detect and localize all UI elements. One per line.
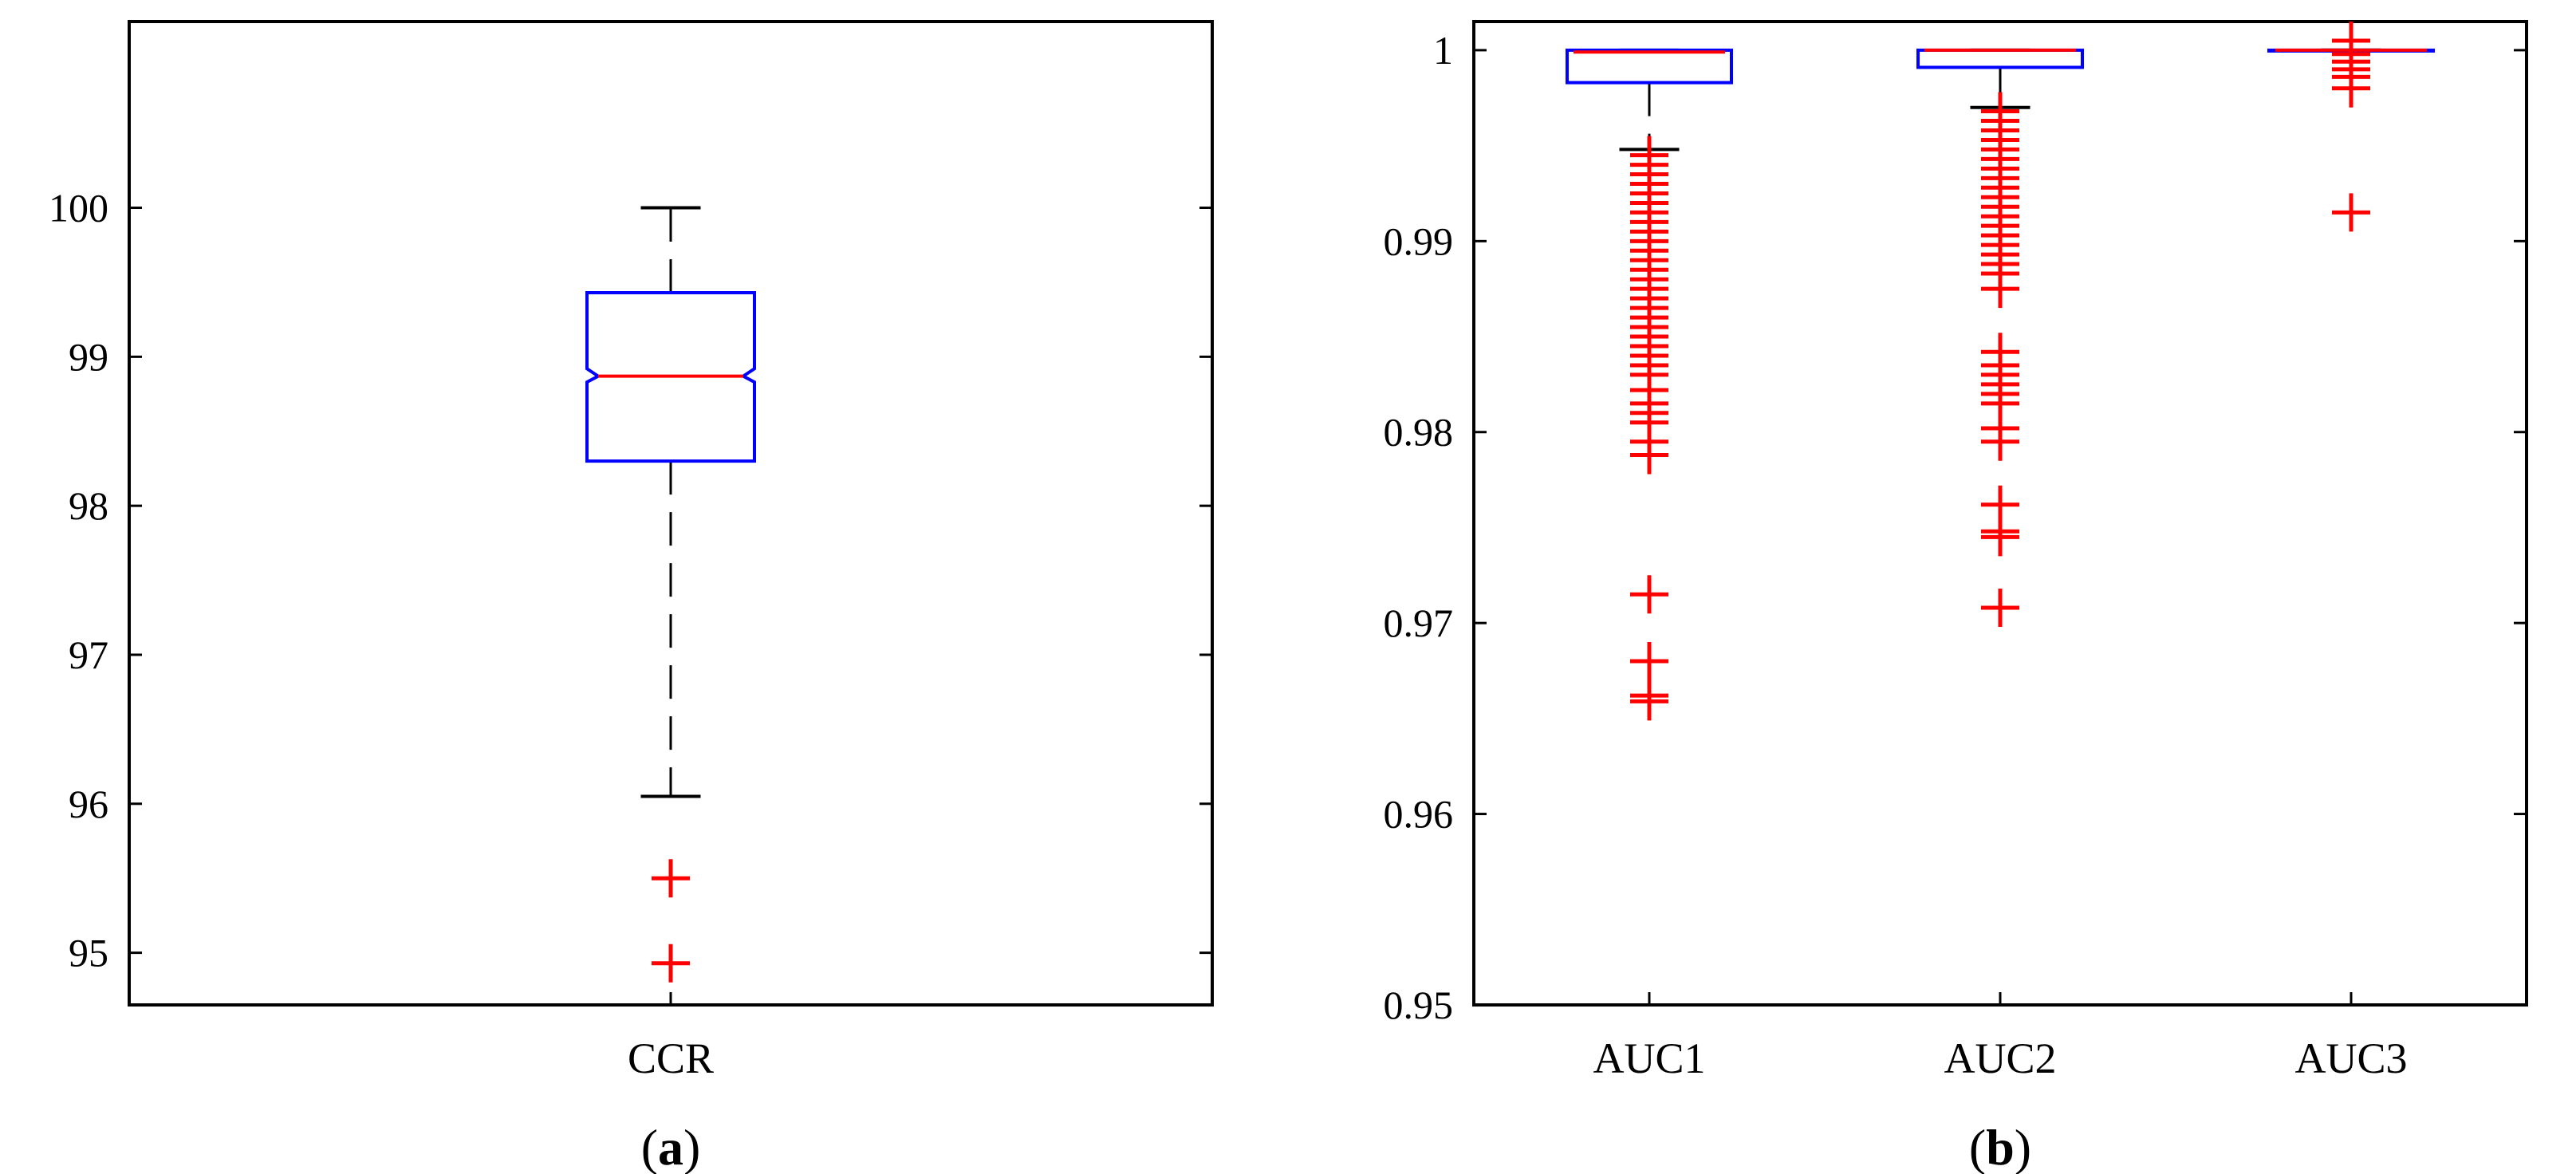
outlier-marker [2332,69,2370,108]
y-tick-label: 0.96 [1384,792,1454,837]
panel-a-chart: 95 96 97 98 99 100 CCR (a) [49,20,1214,1174]
caption-part: b [1986,1119,2015,1174]
outlier-marker [1630,682,1668,721]
caption-part: ( [641,1119,658,1174]
y-tick-label: 98 [69,483,108,528]
outlier-marker [1981,518,2019,557]
y-tick-label: 99 [69,334,108,379]
panel-b-chart: 0.95 0.96 0.97 0.98 0.99 1 AUC1 AUC2 AUC3 (b) [1384,20,2528,1174]
category-label: CCR [628,1034,714,1082]
caption-part: ) [683,1119,700,1174]
panel-caption: (b) [1969,1119,2031,1174]
category-label: AUC2 [1944,1034,2056,1082]
category-label: AUC3 [2294,1034,2407,1082]
outlier-marker [1630,435,1668,475]
outlier-marker [1630,642,1668,681]
outlier-marker [652,944,690,983]
box [1916,48,2084,69]
y-tick-label: 95 [69,931,108,975]
outlier-marker [1981,270,2019,309]
outlier-marker [1981,589,2019,628]
y-tick-label: 0.98 [1384,410,1454,455]
outlier-marker [2332,193,2370,232]
y-tick-label: 0.97 [1384,601,1454,645]
panel-caption: (a) [641,1119,701,1174]
box [1566,48,1733,85]
caption-part: ) [2015,1119,2031,1174]
y-tick-label: 97 [69,632,108,677]
y-tick-label: 100 [49,186,108,230]
caption-part: a [658,1119,683,1174]
y-tick-label: 1 [1433,28,1453,73]
outlier-marker [1630,575,1668,614]
caption-part: ( [1969,1119,1986,1174]
box [585,291,756,463]
y-tick-label: 0.95 [1384,983,1454,1027]
category-label: AUC1 [1593,1034,1705,1082]
y-tick-label: 0.99 [1384,219,1454,263]
outlier-marker [1981,422,2019,461]
y-tick-label: 96 [69,782,108,826]
outlier-marker [652,859,690,898]
